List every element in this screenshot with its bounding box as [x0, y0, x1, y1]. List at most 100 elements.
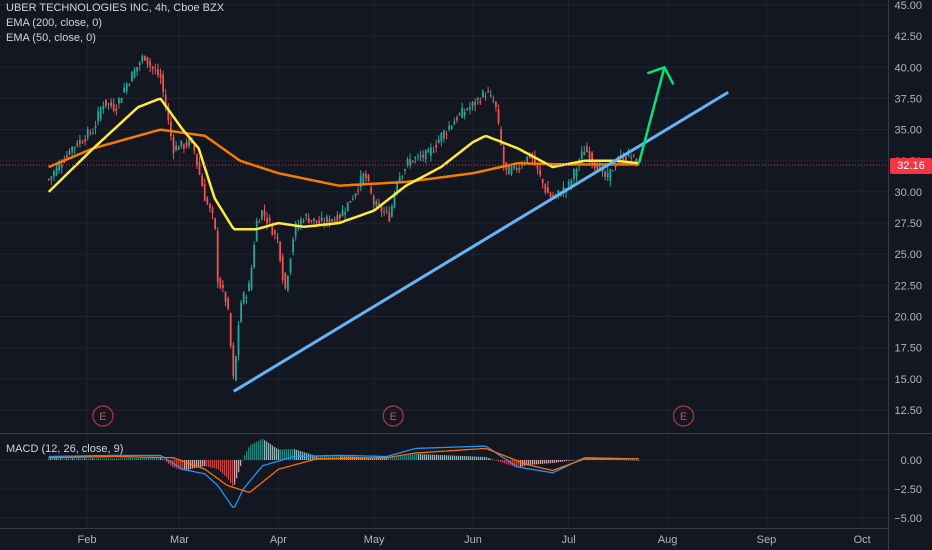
candle	[167, 103, 170, 125]
macd-hist-bar	[536, 460, 538, 465]
macd-hist-bar	[108, 458, 110, 460]
candle-body	[492, 100, 495, 102]
candle	[242, 291, 245, 305]
candle	[562, 181, 565, 198]
macd-hist-bar	[630, 459, 632, 461]
macd-hist-bar	[126, 458, 128, 460]
macd-hist-bar	[150, 457, 152, 460]
macd-hist-bar	[382, 458, 384, 460]
macd-hist-bar	[450, 455, 452, 460]
macd-hist-bar	[248, 447, 250, 460]
macd-hist-bar	[506, 460, 508, 465]
candle-body	[237, 325, 240, 355]
macd-hist-bar	[408, 455, 410, 460]
macd-hist-bar	[110, 458, 112, 460]
macd-hist-bar	[204, 460, 206, 467]
macd-hist-bar	[98, 458, 100, 460]
candle-body	[76, 142, 79, 146]
macd-hist-bar	[170, 460, 172, 466]
macd-hist-bar	[84, 458, 86, 460]
candle-body	[219, 278, 222, 289]
candle-body	[47, 179, 50, 181]
candle-body	[268, 218, 271, 221]
candle-body	[474, 102, 477, 106]
candle	[414, 156, 417, 164]
candle	[471, 101, 474, 111]
candle-body	[604, 171, 607, 177]
candle	[508, 165, 510, 175]
macd-hist-bar	[626, 459, 628, 461]
candle	[341, 204, 344, 217]
macd-axis-label: −5.00	[894, 513, 922, 525]
candle-body	[201, 175, 204, 187]
candle-body	[94, 126, 97, 129]
candle	[430, 143, 432, 162]
macd-hist-bar	[606, 459, 608, 460]
macd-hist-bar	[366, 457, 368, 460]
candle-body	[528, 154, 531, 158]
candle-body	[112, 103, 115, 111]
macd-hist-bar	[260, 439, 262, 460]
candle-body	[214, 218, 217, 229]
macd-hist-bar	[246, 451, 248, 460]
price-axis-label: 35.00	[894, 125, 922, 137]
macd-hist-bar	[384, 458, 386, 460]
candle-body	[450, 125, 453, 129]
candle	[55, 163, 58, 177]
candle	[183, 143, 185, 153]
candle	[328, 215, 331, 228]
candle-body	[253, 245, 256, 268]
candle-body	[536, 164, 539, 169]
candle	[245, 294, 248, 305]
macd-hist-bar	[268, 442, 270, 460]
macd-hist-bar	[166, 460, 168, 463]
candle-body	[123, 88, 126, 93]
candle-body	[583, 152, 586, 156]
macd-hist-bar	[106, 458, 108, 460]
candle	[547, 180, 549, 194]
macd-hist-bar	[264, 440, 266, 460]
macd-hist-bar	[486, 457, 488, 460]
price-axis-label: 12.50	[894, 405, 922, 417]
candle	[141, 54, 144, 64]
macd-hist-bar	[622, 459, 624, 461]
candle-body	[560, 195, 562, 197]
candle-body	[110, 102, 113, 106]
macd-hist-bar	[240, 460, 242, 467]
macd-hist-bar	[562, 460, 564, 462]
candle-body	[471, 101, 474, 106]
macd-hist-bar	[492, 459, 494, 460]
candle-body	[261, 210, 263, 220]
candle-body	[266, 217, 269, 224]
candle	[474, 98, 477, 112]
candle-body	[612, 170, 614, 172]
macd-hist-bar	[296, 449, 298, 460]
candle	[203, 178, 206, 202]
macd-hist-bar	[516, 460, 518, 468]
macd-hist-bar	[102, 458, 104, 460]
candle	[404, 168, 406, 175]
macd-hist-bar	[616, 459, 618, 460]
macd-hist-bar	[162, 459, 164, 460]
candle-body	[599, 165, 601, 170]
candle-body	[206, 198, 209, 204]
macd-hist-bar	[524, 460, 526, 466]
candle-body	[162, 75, 165, 93]
macd-hist-bar	[78, 458, 80, 460]
macd-hist-bar	[168, 460, 170, 464]
candle	[497, 104, 500, 126]
macd-hist-bar	[518, 460, 520, 468]
macd-hist-bar	[274, 446, 276, 460]
candle-body	[203, 183, 206, 201]
candle	[461, 102, 464, 119]
candle	[406, 156, 409, 168]
macd-hist-bar	[184, 460, 186, 471]
candle-body	[341, 210, 344, 217]
macd-hist-bar	[540, 460, 542, 464]
candle	[53, 169, 55, 182]
candle-body	[562, 187, 565, 192]
candle-body	[222, 284, 224, 288]
candle	[214, 217, 217, 231]
macd-hist-bar	[546, 460, 548, 464]
